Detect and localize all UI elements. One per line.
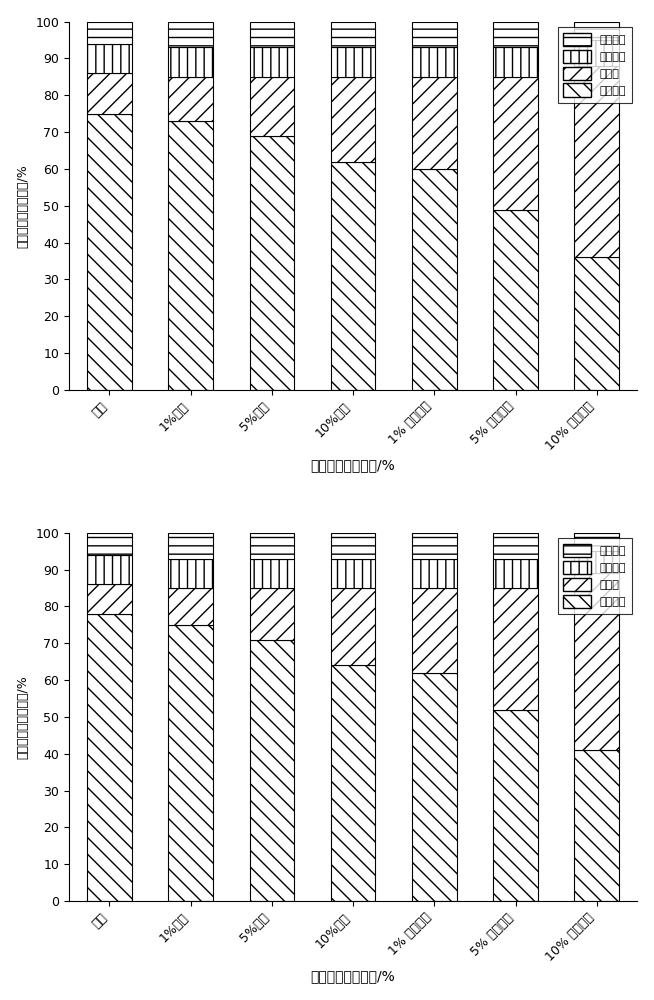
Bar bbox=[168, 588, 213, 625]
Bar bbox=[331, 162, 375, 390]
Bar bbox=[412, 533, 456, 559]
Bar bbox=[412, 77, 456, 169]
Bar bbox=[493, 710, 538, 901]
Bar bbox=[87, 555, 131, 584]
Bar bbox=[250, 533, 294, 559]
Bar bbox=[168, 22, 213, 47]
Legend: 可氧化态, 可还原态, 残渣态, 可交换态: 可氧化态, 可还原态, 残渣态, 可交换态 bbox=[557, 538, 632, 614]
Bar bbox=[168, 121, 213, 390]
X-axis label: 三种钝化剂施加量/%: 三种钝化剂施加量/% bbox=[311, 458, 396, 472]
Bar bbox=[250, 640, 294, 901]
Bar bbox=[250, 47, 294, 77]
Bar bbox=[574, 533, 619, 551]
Bar bbox=[87, 533, 131, 555]
Bar bbox=[493, 47, 538, 77]
Bar bbox=[331, 559, 375, 588]
Bar bbox=[493, 588, 538, 710]
Bar bbox=[493, 559, 538, 588]
Bar bbox=[87, 584, 131, 614]
Bar bbox=[574, 40, 619, 66]
Bar bbox=[168, 77, 213, 121]
Bar bbox=[168, 559, 213, 588]
Bar bbox=[412, 673, 456, 901]
Bar bbox=[168, 47, 213, 77]
Bar bbox=[412, 22, 456, 47]
Bar bbox=[331, 533, 375, 559]
Bar bbox=[412, 169, 456, 390]
Bar bbox=[493, 22, 538, 47]
Bar bbox=[574, 257, 619, 390]
Bar bbox=[250, 77, 294, 136]
Bar bbox=[412, 588, 456, 673]
Y-axis label: 各形态铅所占百分比/%: 各形态铅所占百分比/% bbox=[16, 164, 29, 248]
Bar bbox=[87, 614, 131, 901]
Bar bbox=[493, 533, 538, 559]
Bar bbox=[87, 114, 131, 390]
Bar bbox=[168, 533, 213, 559]
Bar bbox=[412, 47, 456, 77]
Bar bbox=[87, 22, 131, 44]
Bar bbox=[331, 588, 375, 665]
Bar bbox=[493, 210, 538, 390]
X-axis label: 三种钝化剂施加量/%: 三种钝化剂施加量/% bbox=[311, 969, 396, 983]
Bar bbox=[574, 551, 619, 573]
Bar bbox=[331, 77, 375, 162]
Bar bbox=[412, 559, 456, 588]
Bar bbox=[574, 22, 619, 40]
Bar bbox=[574, 573, 619, 750]
Y-axis label: 各形态铅所占百分比/%: 各形态铅所占百分比/% bbox=[16, 675, 29, 759]
Bar bbox=[168, 625, 213, 901]
Bar bbox=[493, 77, 538, 210]
Bar bbox=[250, 559, 294, 588]
Bar bbox=[87, 44, 131, 73]
Bar bbox=[331, 665, 375, 901]
Bar bbox=[574, 750, 619, 901]
Bar bbox=[574, 66, 619, 257]
Bar bbox=[331, 47, 375, 77]
Legend: 可氧化态, 可还原态, 残渣态, 可交换态: 可氧化态, 可还原态, 残渣态, 可交换态 bbox=[557, 27, 632, 103]
Bar bbox=[87, 73, 131, 114]
Bar bbox=[250, 588, 294, 640]
Bar bbox=[250, 136, 294, 390]
Bar bbox=[331, 22, 375, 47]
Bar bbox=[250, 22, 294, 47]
